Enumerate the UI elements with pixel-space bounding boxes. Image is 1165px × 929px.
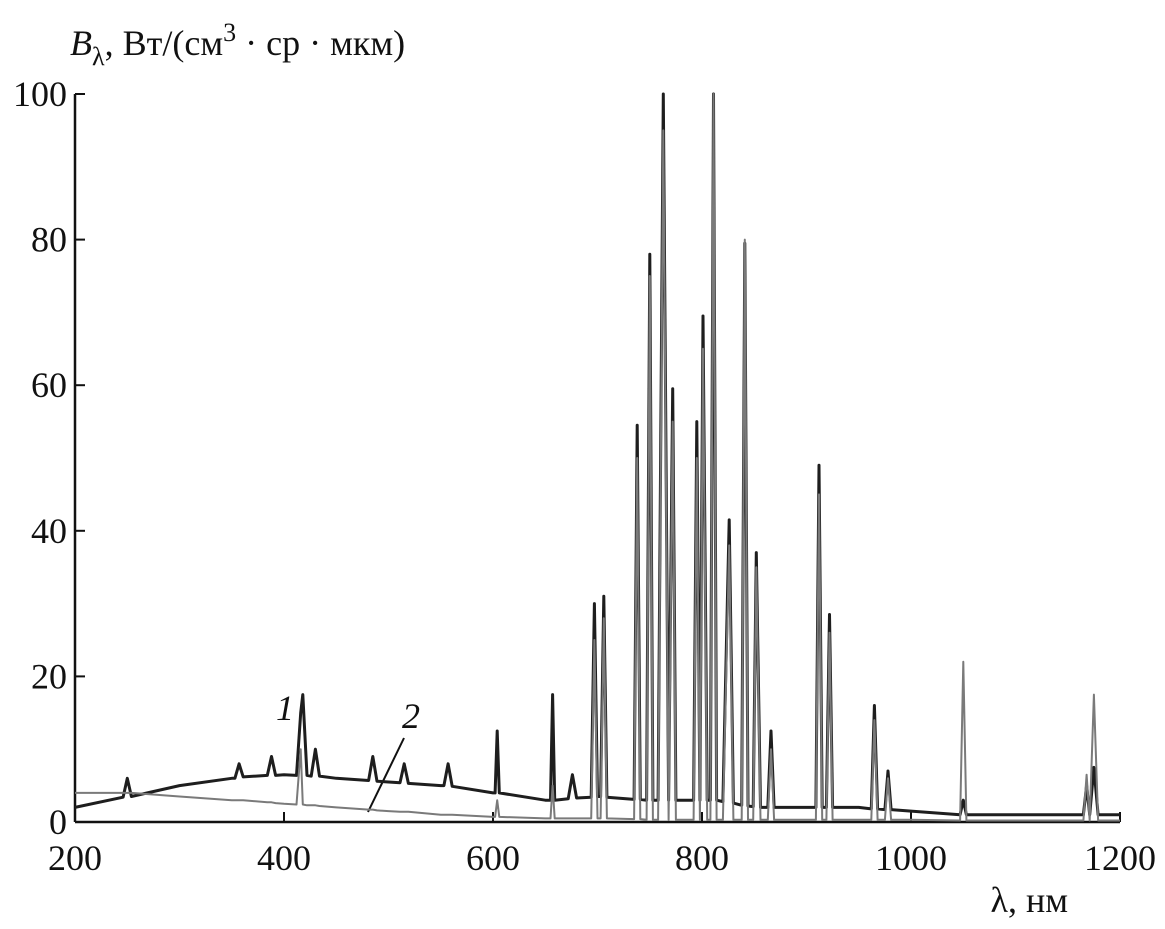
annotation: 2 (402, 696, 420, 736)
y-tick-label: 80 (31, 220, 67, 260)
y-axis-label: Bλ, Вт/(см3 · ср · мкм) (70, 18, 405, 71)
y-tick-label: 40 (31, 511, 67, 551)
x-tick-label: 1000 (875, 838, 947, 878)
series-line (74, 92, 1120, 817)
x-tick-label: 400 (257, 838, 311, 878)
x-tick-label: 200 (48, 838, 102, 878)
y-label-superscript: 3 (223, 18, 236, 47)
x-tick-label: 600 (466, 838, 520, 878)
y-tick-label: 20 (31, 656, 67, 696)
y-tick-label: 60 (31, 365, 67, 405)
annotation-leader (367, 737, 405, 813)
series-line (75, 93, 1120, 822)
y-label-symbol: B (70, 23, 92, 63)
x-tick-label: 800 (675, 838, 729, 878)
y-label-rest: · ср · мкм) (236, 23, 405, 63)
y-tick-label: 0 (49, 802, 67, 842)
y-label-subscript: λ (92, 42, 105, 71)
annotation: 1 (276, 688, 294, 728)
y-label-text: , Вт/(см (105, 23, 224, 63)
y-tick-label: 100 (13, 74, 67, 114)
x-tick-label: 1200 (1084, 838, 1156, 878)
x-axis-label: λ, нм (990, 880, 1068, 920)
